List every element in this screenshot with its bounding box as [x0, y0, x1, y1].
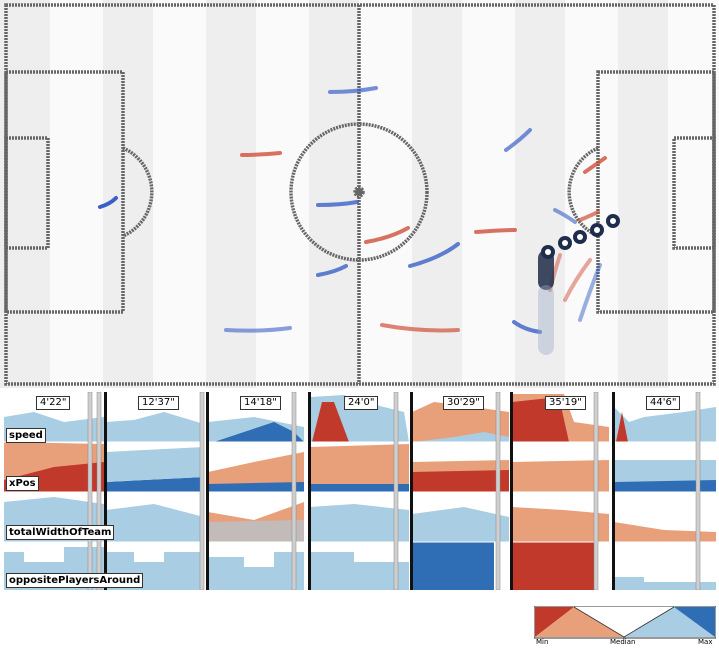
row-label-xpos: xPos — [6, 476, 39, 491]
row-label-totalwidth: totalWidthOfTeam — [6, 525, 115, 540]
segment-time-label: 30'29" — [443, 396, 484, 410]
pitch-stripes — [0, 0, 668, 388]
row-oppositeplayers — [4, 542, 716, 590]
row-label-speed: speed — [6, 428, 46, 443]
segment-time-label: 35'19" — [545, 396, 586, 410]
legend-min-label: Min — [536, 638, 549, 646]
legend-max-label: Max — [698, 638, 713, 646]
segment-time-label: 14'18" — [240, 396, 281, 410]
soccer-pitch — [0, 0, 716, 388]
pitch-lines — [4, 3, 716, 386]
segment-time-label: 44'6" — [646, 396, 681, 410]
player-trajectories — [98, 86, 607, 334]
segment-time-label: 4'22" — [36, 396, 71, 410]
event-markers — [87, 392, 701, 590]
ball-trail — [538, 214, 620, 355]
segment-separators — [104, 392, 615, 590]
segment-time-label: 12'37" — [138, 396, 179, 410]
row-label-oppositeplayers: oppositePlayersAround — [6, 573, 144, 588]
legend-median-label: Median — [610, 638, 636, 646]
color-legend — [534, 606, 716, 639]
segment-time-label: 24'0" — [344, 396, 379, 410]
feature-timeline — [4, 392, 716, 590]
